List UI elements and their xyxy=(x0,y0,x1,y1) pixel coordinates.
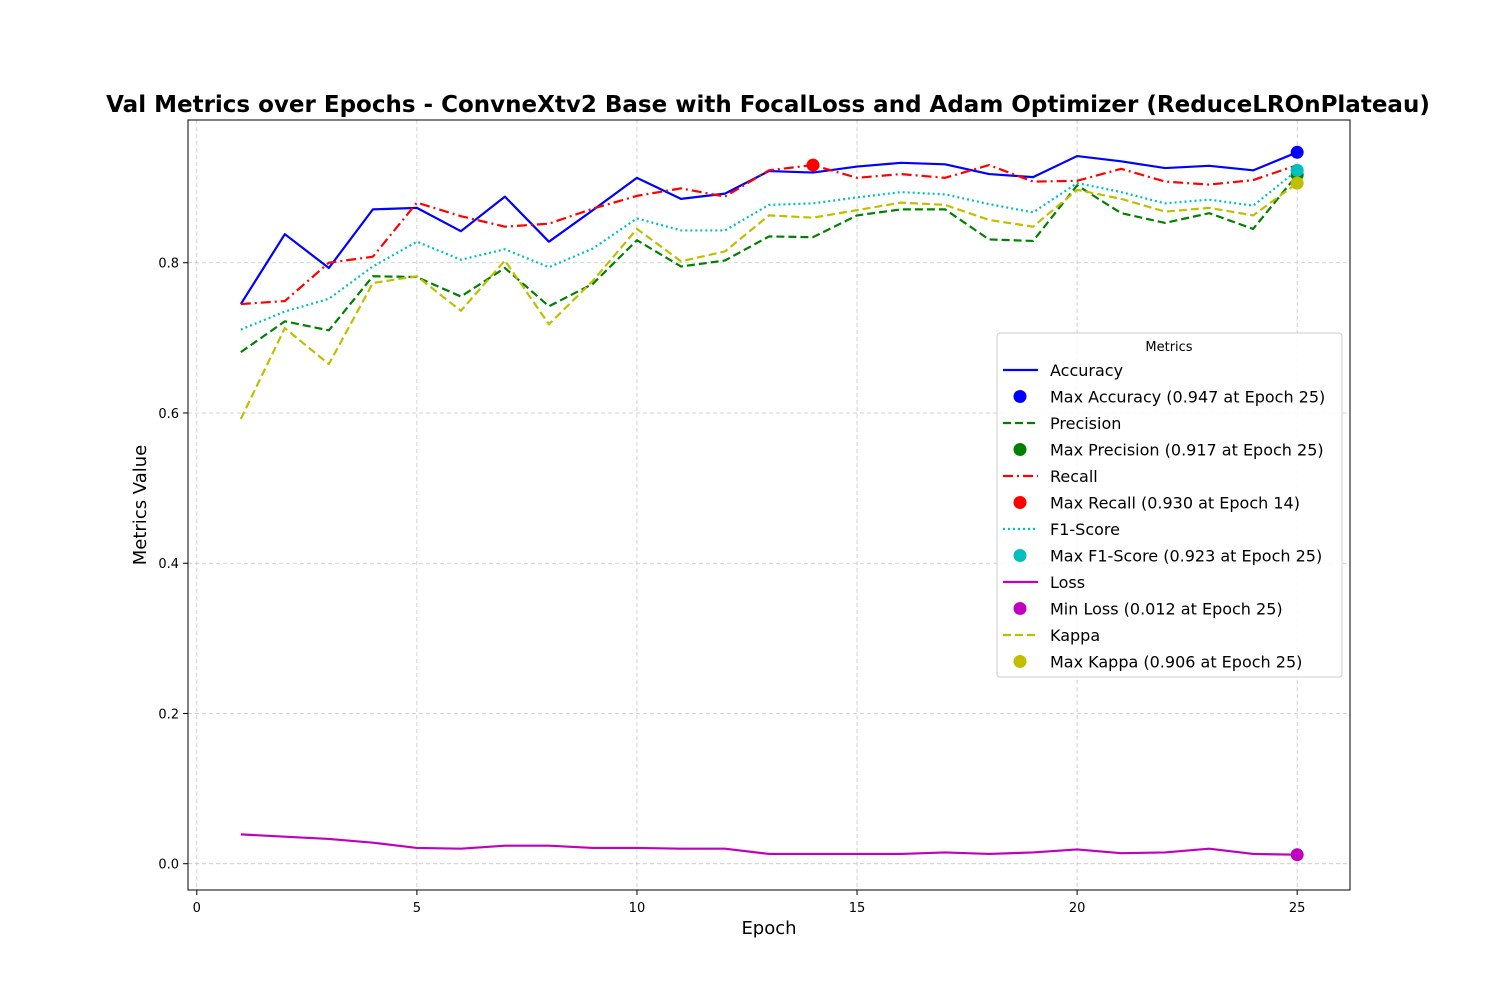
y-axis-ticks: 0.0 0.2 0.4 0.6 0.8 xyxy=(158,257,188,873)
y-tick-label: 0.6 xyxy=(158,407,179,422)
legend-label-precision: Precision xyxy=(1050,414,1121,433)
x-tick-label: 20 xyxy=(1069,901,1086,916)
y-axis-label: Metrics Value xyxy=(130,445,151,566)
extreme-point-f1-score xyxy=(1290,163,1304,177)
x-axis-label: Epoch xyxy=(741,918,796,939)
x-tick-label: 5 xyxy=(413,901,421,916)
legend: Metrics Accuracy Max Accuracy (0.947 at E… xyxy=(996,332,1343,678)
extreme-point-loss xyxy=(1290,848,1304,862)
legend-title: Metrics xyxy=(1145,340,1192,355)
legend-marker-label-accuracy: Max Accuracy (0.947 at Epoch 25) xyxy=(1050,388,1325,407)
legend-marker-accuracy xyxy=(1013,390,1027,403)
marker-layer xyxy=(806,145,1304,862)
series-line-recall xyxy=(240,163,1298,306)
legend-marker-loss xyxy=(1013,602,1027,615)
extreme-point-recall xyxy=(806,158,820,172)
x-tick-label: 10 xyxy=(629,901,646,916)
legend-marker-label-f1-score: Max F1-Score (0.923 at Epoch 25) xyxy=(1050,547,1322,566)
legend-label-loss: Loss xyxy=(1050,573,1085,592)
legend-label-recall: Recall xyxy=(1050,467,1098,486)
series-line-precision xyxy=(240,174,1299,354)
y-tick-label: 0.0 xyxy=(158,858,179,873)
y-tick-label: 0.2 xyxy=(158,707,179,722)
legend-label-accuracy: Accuracy xyxy=(1050,361,1123,380)
plot-frame xyxy=(187,119,1351,891)
series-line-kappa xyxy=(239,182,1298,420)
series-layer xyxy=(239,151,1299,856)
legend-marker-f1-score xyxy=(1013,549,1027,562)
x-tick-label: 0 xyxy=(193,901,201,916)
legend-items: Accuracy Max Accuracy (0.947 at Epoch 25)… xyxy=(1003,361,1325,672)
y-tick-label: 0.4 xyxy=(158,557,179,572)
legend-marker-label-kappa: Max Kappa (0.906 at Epoch 25) xyxy=(1050,653,1302,672)
y-tick-label: 0.8 xyxy=(158,257,179,272)
extreme-point-kappa xyxy=(1290,176,1304,190)
legend-marker-label-precision: Max Precision (0.917 at Epoch 25) xyxy=(1050,441,1324,460)
chart-title: Val Metrics over Epochs - ConvneXtv2 Bas… xyxy=(106,92,1430,118)
legend-label-kappa: Kappa xyxy=(1050,626,1100,645)
extreme-point-accuracy xyxy=(1290,145,1304,159)
legend-marker-kappa xyxy=(1013,655,1027,668)
series-line-loss xyxy=(240,833,1298,856)
legend-marker-precision xyxy=(1013,443,1027,456)
legend-marker-recall xyxy=(1013,496,1027,509)
series-line-f1-score xyxy=(240,169,1298,331)
x-tick-label: 15 xyxy=(849,901,866,916)
legend-marker-label-loss: Min Loss (0.012 at Epoch 25) xyxy=(1050,600,1283,619)
x-tick-label: 25 xyxy=(1289,901,1306,916)
legend-label-f1-score: F1-Score xyxy=(1050,520,1120,539)
legend-marker-label-recall: Max Recall (0.930 at Epoch 14) xyxy=(1050,494,1300,513)
legend-box xyxy=(996,332,1343,678)
x-axis-ticks: 0 5 10 15 20 25 xyxy=(193,890,1306,916)
